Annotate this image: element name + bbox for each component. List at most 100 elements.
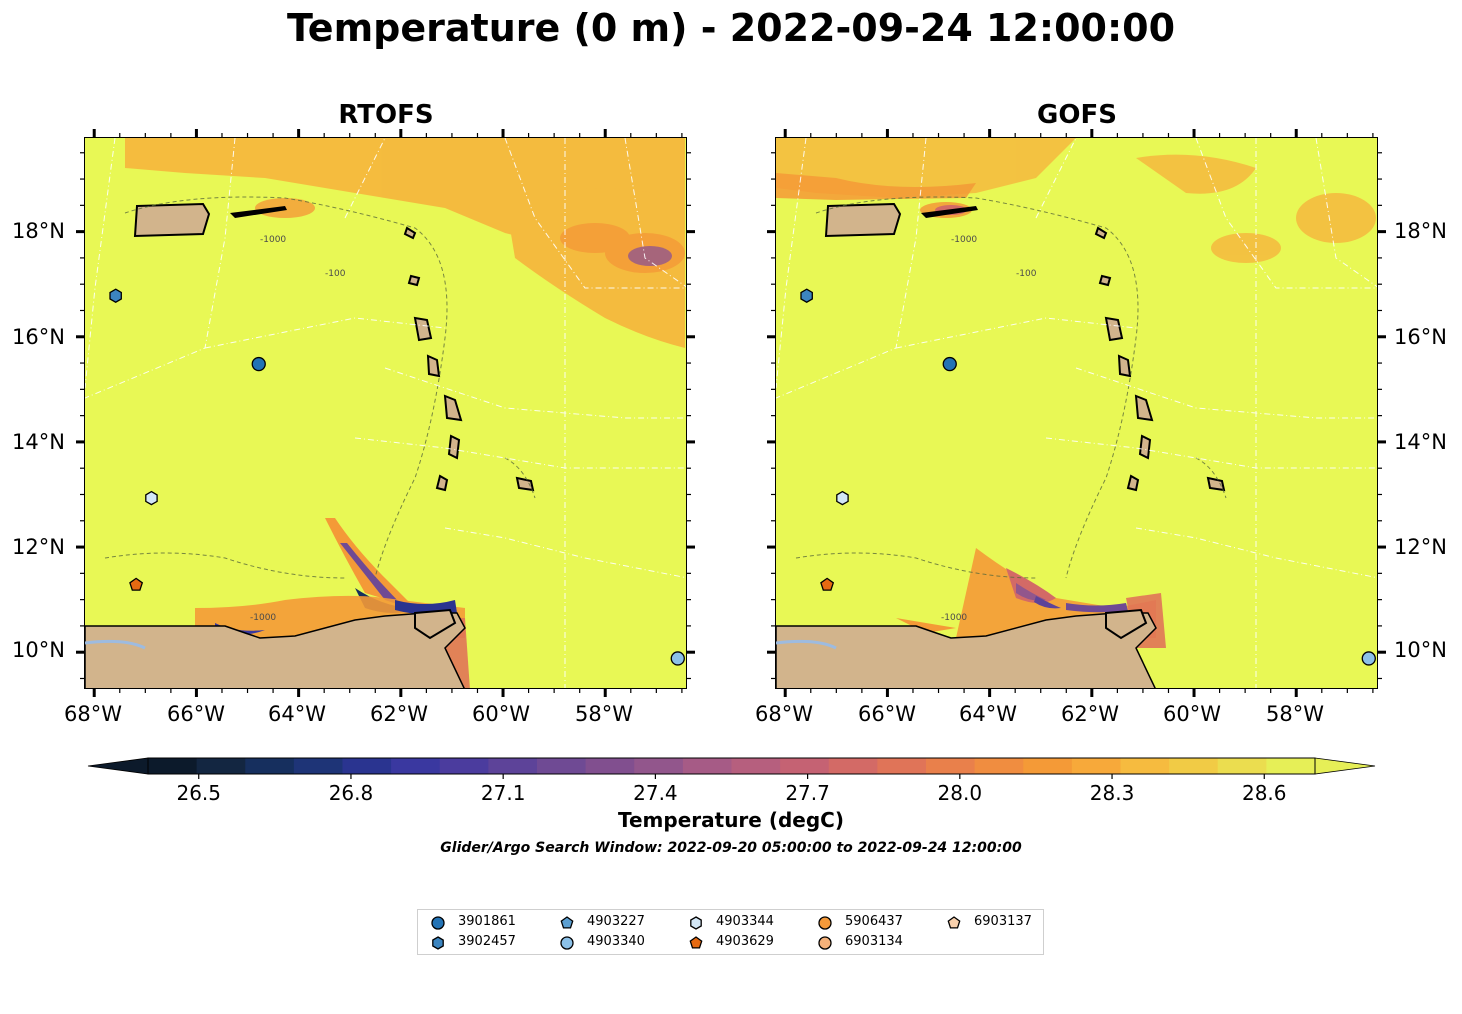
- colorbar-segment: [780, 758, 830, 774]
- legend-label: 5906437: [845, 914, 903, 929]
- lat-label-left: 10°N: [12, 638, 65, 662]
- colorbar-segment: [196, 758, 246, 774]
- legend-marker: [560, 936, 574, 950]
- colorbar-segment: [682, 758, 732, 774]
- lon-label-left: 58°W: [575, 702, 633, 726]
- legend-label: 3901861: [458, 914, 516, 929]
- lon-label-right: 66°W: [858, 702, 916, 726]
- colorbar-segment: [391, 758, 441, 774]
- colorbar-segment: [537, 758, 587, 774]
- colorbar-segment: [245, 758, 295, 774]
- colorbar-tick-label: 28.3: [1090, 781, 1135, 804]
- float-marker: [942, 356, 957, 372]
- contour-label: -1000: [250, 613, 276, 623]
- legend-label: 4903227: [587, 914, 645, 929]
- lat-label-right: 16°N: [1394, 325, 1447, 349]
- colorbar-tick-label: 28.0: [938, 781, 983, 804]
- colorbar-tick-label: 26.8: [329, 781, 374, 804]
- colorbar-segment: [488, 758, 538, 774]
- colorbar-segment: [731, 758, 781, 774]
- legend-marker: [947, 916, 961, 929]
- colorbar-segment: [1266, 758, 1316, 774]
- legend-marker: [818, 916, 832, 930]
- lat-label-right: 18°N: [1394, 219, 1447, 243]
- lon-label-right: 58°W: [1266, 702, 1324, 726]
- legend-marker-icon: [818, 936, 832, 950]
- legend-label: 6903137: [974, 914, 1032, 929]
- colorbar-outline: [147, 757, 1316, 775]
- map-title-rtofs: RTOFS: [338, 100, 434, 130]
- rtofs-map-svg: -1000 -100 -1000: [85, 138, 686, 688]
- lat-label-left: 16°N: [12, 325, 65, 349]
- float-marker: [109, 288, 122, 303]
- colorbar-segment: [293, 758, 343, 774]
- colorbar: 26.5 26.8 27.1 27.4 27.7 28.0 28.3 28.6: [87, 757, 1376, 804]
- legend-label: 4903629: [716, 934, 774, 949]
- contour-label: -100: [1016, 269, 1037, 279]
- lon-label-left: 60°W: [472, 702, 530, 726]
- legend-marker-icon: [690, 916, 702, 930]
- colorbar-extend-max: [1314, 757, 1376, 775]
- legend-marker: [431, 916, 445, 930]
- lon-label-left: 66°W: [167, 702, 225, 726]
- colorbar-tick-label: 28.6: [1242, 781, 1287, 804]
- legend-label: 4903340: [587, 934, 645, 949]
- map-title-gofs: GOFS: [1037, 100, 1117, 130]
- lat-label-right: 14°N: [1394, 430, 1447, 454]
- colorbar-tick-label: 27.4: [633, 781, 678, 804]
- contour-labels: -1000 -100 -1000: [941, 235, 1037, 623]
- colorbar-segment: [877, 758, 927, 774]
- colorbar-segment: [828, 758, 878, 774]
- float-legend: 3901861 3902457 4903227 4903340 4903344 …: [417, 909, 1044, 955]
- lat-label-left: 12°N: [12, 535, 65, 559]
- float-marker: [820, 577, 835, 591]
- colorbar-label: Temperature (degC): [618, 808, 844, 832]
- lon-label-right: 68°W: [755, 702, 813, 726]
- colorbar-segment: [148, 758, 198, 774]
- colorbar-ticks: 26.5 26.8 27.1 27.4 27.7 28.0 28.3 28.6: [176, 774, 1287, 804]
- float-marker: [251, 356, 266, 372]
- colorbar-segment: [439, 758, 489, 774]
- float-markers-gofs: [800, 288, 1376, 666]
- lat-label-right: 10°N: [1394, 638, 1447, 662]
- colorbar-tick-label: 26.5: [176, 781, 221, 804]
- legend-marker: [818, 936, 832, 950]
- legend-marker: [689, 936, 703, 949]
- lat-label-left: 18°N: [12, 219, 65, 243]
- colorbar-segment: [974, 758, 1024, 774]
- legend-marker-icon: [431, 916, 445, 930]
- legend-marker: [560, 916, 574, 929]
- colorbar-extend-min: [87, 757, 149, 775]
- legend-label: 4903344: [716, 914, 774, 929]
- legend-marker-icon: [818, 916, 832, 930]
- float-markers-rtofs: [109, 288, 685, 666]
- lon-label-right: 60°W: [1163, 702, 1221, 726]
- contour-labels: -1000 -100 -1000: [250, 235, 346, 623]
- contour-label: -1000: [941, 613, 967, 623]
- contour-label: -100: [325, 269, 346, 279]
- legend-marker-icon: [560, 936, 574, 950]
- colorbar-tick-label: 27.7: [785, 781, 830, 804]
- colorbar-segments: [87, 757, 1376, 775]
- legend-marker-icon: [560, 916, 574, 929]
- lon-label-left: 68°W: [64, 702, 122, 726]
- colorbar-segment: [1169, 758, 1219, 774]
- legend-label: 3902457: [458, 934, 516, 949]
- legend-marker-icon: [689, 936, 703, 949]
- lon-label-right: 64°W: [959, 702, 1017, 726]
- colorbar-tick-label: 27.1: [481, 781, 526, 804]
- float-marker: [129, 577, 144, 591]
- colorbar-segment: [926, 758, 976, 774]
- colorbar-segment: [1120, 758, 1170, 774]
- map-panel-gofs: -1000 -100 -1000: [775, 137, 1378, 689]
- legend-marker-icon: [947, 916, 961, 929]
- legend-marker: [432, 936, 444, 950]
- float-marker: [670, 651, 685, 666]
- legend-marker: [690, 916, 702, 930]
- gofs-map-svg: -1000 -100 -1000: [776, 138, 1377, 688]
- contour-label: -1000: [260, 235, 286, 245]
- legend-label: 6903134: [845, 934, 903, 949]
- colorbar-segment: [634, 758, 684, 774]
- lat-label-left: 14°N: [12, 430, 65, 454]
- map-panel-rtofs: -1000 -100 -1000: [84, 137, 687, 689]
